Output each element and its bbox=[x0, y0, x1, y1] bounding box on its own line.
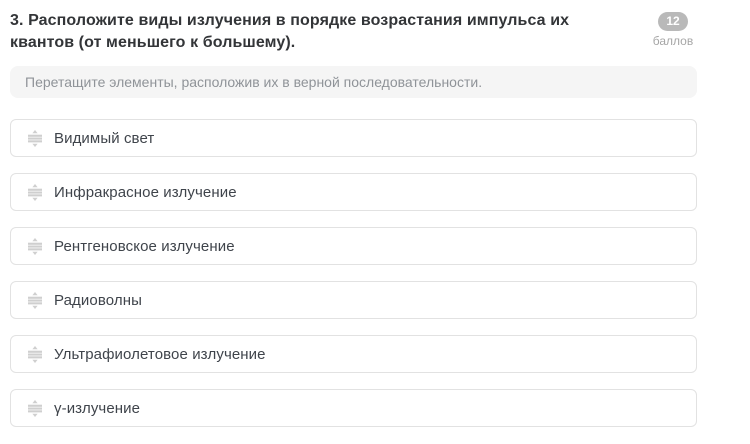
question-header: 3. Расположите виды излучения в порядке … bbox=[0, 0, 750, 54]
item-label: Ультрафиолетовое излучение bbox=[54, 345, 266, 363]
sortable-item[interactable]: Ультрафиолетовое излучение bbox=[10, 335, 697, 373]
item-label: Радиоволны bbox=[54, 291, 142, 309]
drag-handle-icon[interactable] bbox=[28, 345, 42, 363]
drag-handle-icon[interactable] bbox=[28, 237, 42, 255]
item-label: Видимый свет bbox=[54, 129, 155, 147]
sortable-item[interactable]: γ-излучение bbox=[10, 389, 697, 427]
item-label: γ-излучение bbox=[54, 399, 141, 417]
sortable-item[interactable]: Рентгеновское излучение bbox=[10, 227, 697, 265]
sortable-item[interactable]: Видимый свет bbox=[10, 119, 697, 157]
instruction-banner: Перетащите элементы, расположив их в вер… bbox=[10, 66, 697, 98]
points-badge: 12 bbox=[658, 12, 688, 31]
drag-handle-icon[interactable] bbox=[28, 183, 42, 201]
points-block: 12 баллов bbox=[642, 12, 704, 48]
item-label: Инфракрасное излучение bbox=[54, 183, 237, 201]
drag-handle-icon[interactable] bbox=[28, 129, 42, 147]
drag-handle-icon[interactable] bbox=[28, 399, 42, 417]
sortable-item[interactable]: Инфракрасное излучение bbox=[10, 173, 697, 211]
question-title: 3. Расположите виды излучения в порядке … bbox=[10, 12, 570, 51]
item-label: Рентгеновское излучение bbox=[54, 237, 235, 255]
sortable-item[interactable]: Радиоволны bbox=[10, 281, 697, 319]
drag-handle-icon[interactable] bbox=[28, 291, 42, 309]
points-label: баллов bbox=[652, 34, 694, 48]
sortable-list: Видимый свет Инфракрасное излучение bbox=[10, 119, 750, 427]
